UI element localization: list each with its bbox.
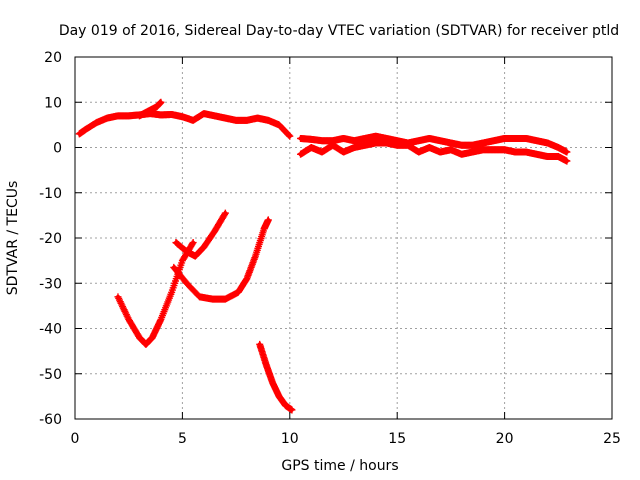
chart-title: Day 019 of 2016, Sidereal Day-to-day VTE…: [59, 23, 619, 39]
series-falling-trace-8.5h-to-10.1h: [256, 340, 296, 414]
data-point: [563, 148, 571, 156]
data-point: [114, 293, 122, 301]
data-point: [284, 131, 292, 139]
y-tick-label: -10: [39, 186, 62, 202]
data-point: [286, 132, 294, 140]
data-point: [189, 239, 197, 247]
x-tick-label: 5: [178, 431, 187, 447]
series-main-band-after-gap-upper: [297, 132, 571, 156]
series-main-band-before-gap: [75, 110, 294, 140]
data-point: [120, 306, 128, 314]
data-point: [188, 240, 196, 248]
y-tick-label: 10: [44, 95, 62, 111]
grid: [75, 57, 612, 419]
y-tick-label: -50: [39, 367, 62, 383]
data-point: [117, 299, 125, 307]
data-point: [119, 303, 127, 311]
x-tick-label: 15: [388, 431, 406, 447]
data-point: [264, 216, 272, 224]
x-tick-label: 25: [603, 431, 621, 447]
series-dip-arc-2h-to-5.5h: [114, 239, 197, 348]
series-main-band-after-gap-lower: [297, 139, 571, 165]
data-point: [288, 406, 296, 414]
data-point: [118, 301, 126, 309]
y-tick-label: -40: [39, 322, 62, 338]
data-point: [123, 312, 131, 320]
y-tick-label: 20: [44, 50, 62, 66]
data-point: [563, 157, 571, 165]
x-axis-title: GPS time / hours: [281, 458, 398, 474]
x-tick-label: 0: [71, 431, 80, 447]
y-tick-label: -60: [39, 412, 62, 428]
y-tick-label: -20: [39, 231, 62, 247]
axis-ticks: 0 5 10 15 20 25 20 10 0 -10 -20 -30 -40 -50 -60: [39, 50, 621, 447]
y-tick-label: 0: [53, 141, 62, 157]
data-point: [157, 98, 165, 106]
data-point: [221, 209, 229, 217]
data-series: [75, 98, 571, 414]
series-arc-4.6h-to-9h: [170, 216, 272, 303]
data-point: [221, 210, 229, 218]
y-axis-title: SDTVAR / TECUs: [5, 181, 21, 296]
data-point: [285, 131, 293, 139]
series-arc-4.7h-to-7h: [172, 209, 229, 260]
data-point: [122, 311, 130, 319]
data-point: [119, 304, 127, 312]
data-point: [121, 307, 129, 315]
series-spike-near-4h: [135, 98, 165, 120]
x-tick-label: 20: [496, 431, 514, 447]
data-point: [116, 298, 124, 306]
data-point: [115, 294, 123, 302]
y-tick-label: -30: [39, 276, 62, 292]
x-tick-label: 10: [281, 431, 299, 447]
data-point: [115, 296, 123, 304]
data-point: [122, 309, 130, 317]
